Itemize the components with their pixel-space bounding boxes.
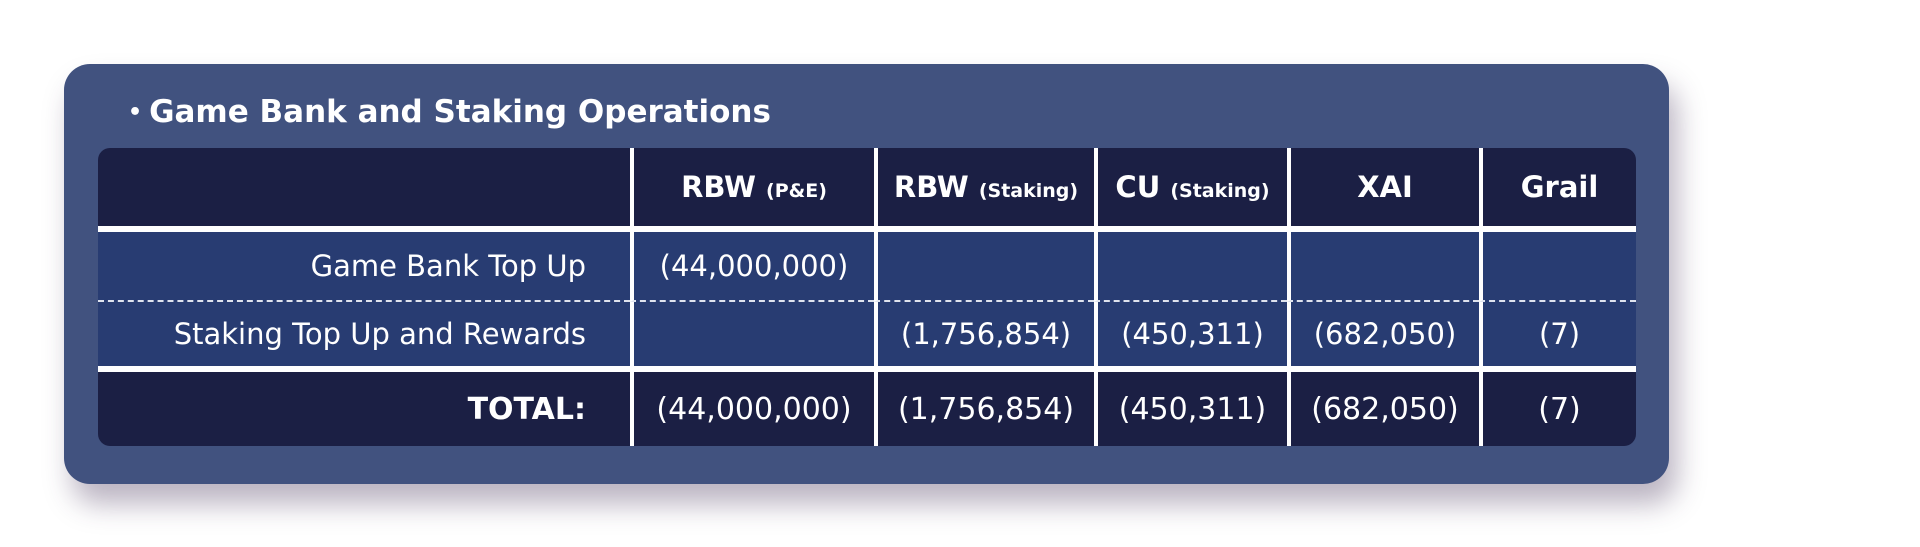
table-row: Staking Top Up and Rewards (1,756,854) (… [98,302,1636,372]
total-row: TOTAL: (44,000,000) (1,756,854) (450,311… [98,372,1636,446]
total-cell: (7) [1479,372,1636,446]
column-header-sub: (P&E) [766,180,827,202]
column-header-grail: Grail [1479,148,1636,232]
operations-table: RBW (P&E) RBW (Staking) CU (Staking) XAI… [98,148,1636,446]
card-title: • Game Bank and Staking Operations [128,92,771,133]
card-title-text: Game Bank and Staking Operations [149,94,771,130]
row-label: Staking Top Up and Rewards [98,302,630,372]
total-cell: (450,311) [1094,372,1287,446]
table-cell: (1,756,854) [874,302,1094,372]
bullet-icon: • [128,100,143,125]
column-header-sub: (Staking) [978,180,1079,202]
total-label: TOTAL: [98,372,630,446]
column-header-main: XAI [1357,170,1413,204]
header-corner-cell [98,148,630,232]
total-cell: (1,756,854) [874,372,1094,446]
table-cell [874,232,1094,302]
table-header-row: RBW (P&E) RBW (Staking) CU (Staking) XAI… [98,148,1636,232]
table-cell [1094,232,1287,302]
operations-card: • Game Bank and Staking Operations RBW (P… [64,64,1669,484]
table-cell: (7) [1479,302,1636,372]
table-cell: (682,050) [1287,302,1479,372]
column-header-rbw-pe: RBW (P&E) [630,148,874,232]
column-header-sub: (Staking) [1170,180,1270,202]
column-header-xai: XAI [1287,148,1479,232]
table-cell [630,302,874,372]
table-cell [1479,232,1636,302]
table-cell: (44,000,000) [630,232,874,302]
table-cell [1287,232,1479,302]
column-header-main: RBW [681,170,756,204]
row-label: Game Bank Top Up [98,232,630,302]
column-header-cu-staking: CU (Staking) [1094,148,1287,232]
column-header-main: RBW [893,170,969,204]
column-header-main: Grail [1520,170,1599,204]
total-cell: (44,000,000) [630,372,874,446]
table-row: Game Bank Top Up (44,000,000) [98,232,1636,302]
column-header-main: CU [1115,170,1161,204]
column-header-rbw-staking: RBW (Staking) [874,148,1094,232]
table-cell: (450,311) [1094,302,1287,372]
total-cell: (682,050) [1287,372,1479,446]
